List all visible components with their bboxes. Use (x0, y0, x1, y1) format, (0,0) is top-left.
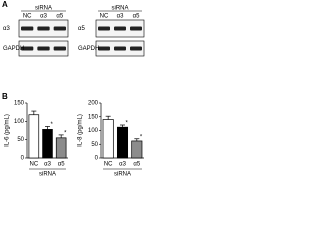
panel-label: A (2, 0, 8, 9)
lane-label: NC (23, 14, 32, 20)
group-label: siRNA (111, 6, 128, 12)
blot-band (130, 46, 142, 51)
blot-band (98, 26, 110, 31)
y-tick-label: 150 (88, 114, 99, 120)
group-label: siRNA (39, 172, 56, 178)
bar (55, 137, 67, 159)
y-tick-label: 100 (14, 119, 25, 125)
y-axis-label: IL-6 (pg/mL) (5, 114, 11, 147)
blot-band (21, 26, 34, 31)
blot-band (114, 46, 126, 51)
bar (28, 114, 40, 159)
blot-band (53, 26, 66, 31)
y-tick-label: 50 (91, 142, 98, 148)
bar (42, 129, 53, 159)
bar (116, 126, 129, 159)
y-axis-label: IL-8 (pg/mL) (78, 114, 84, 147)
group-label: siRNA (114, 172, 131, 178)
lane-label: α5 (56, 14, 63, 20)
lane-label: NC (100, 14, 109, 20)
blot-band (114, 26, 126, 31)
x-tick-label: α5 (58, 162, 65, 168)
x-tick-label: α5 (133, 162, 140, 168)
x-tick-label: α3 (44, 162, 51, 168)
panel-label: B (2, 92, 8, 101)
y-tick-label: 0 (21, 156, 25, 162)
y-tick-label: 200 (88, 101, 99, 107)
x-tick-label: NC (29, 162, 38, 168)
lane-label: α3 (40, 14, 47, 20)
row-label: α3 (3, 26, 10, 32)
blot-band (130, 26, 142, 31)
blot-band (53, 46, 66, 51)
y-tick-label: 150 (14, 101, 25, 107)
y-tick-label: 100 (88, 128, 99, 134)
row-label: α5 (78, 26, 85, 32)
y-tick-label: 0 (95, 156, 99, 162)
significance-mark: * (140, 134, 143, 140)
bar (131, 140, 143, 159)
lane-label: α3 (117, 14, 124, 20)
x-tick-label: α3 (119, 162, 126, 168)
group-label: siRNA (35, 6, 52, 12)
blot-band (37, 46, 50, 51)
row-label: GAPDH (3, 46, 24, 52)
blot-band (21, 46, 34, 51)
blot-band (37, 26, 50, 31)
lane-label: α5 (133, 14, 140, 20)
row-label: GAPDH (78, 46, 99, 52)
blot-band (98, 46, 110, 51)
significance-mark: * (51, 122, 54, 128)
significance-mark: * (126, 121, 129, 127)
y-tick-label: 50 (17, 137, 24, 143)
significance-mark: * (64, 130, 67, 136)
bar (102, 119, 114, 159)
x-tick-label: NC (104, 162, 113, 168)
